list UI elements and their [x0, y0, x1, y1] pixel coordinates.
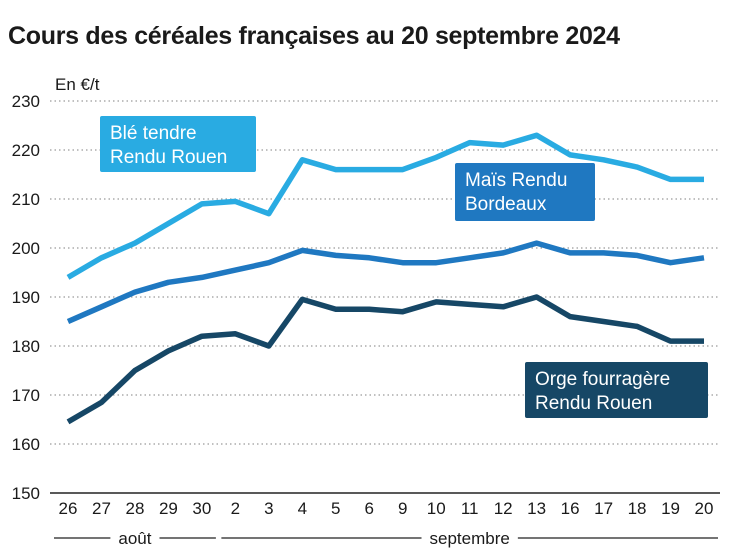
- series-label-box: [100, 116, 256, 172]
- x-tick-label: 26: [59, 499, 78, 518]
- series-line: [66, 132, 704, 280]
- x-tick-label: 10: [427, 499, 446, 518]
- x-tick-label: 3: [264, 499, 273, 518]
- series-label-text: Rendu Rouen: [535, 393, 652, 414]
- x-tick-label: 20: [695, 499, 714, 518]
- x-tick-label: 19: [661, 499, 680, 518]
- y-tick-label: 190: [12, 288, 40, 307]
- series-label-text: Rendu Rouen: [110, 147, 227, 168]
- y-tick-label: 160: [12, 435, 40, 454]
- x-tick-label: 13: [527, 499, 546, 518]
- series-lines: [66, 132, 705, 425]
- y-tick-label: 220: [12, 141, 40, 160]
- x-axis-groups: août septembre: [54, 529, 718, 548]
- x-tick-label: 29: [159, 499, 178, 518]
- series-labels: Blé tendre Rendu Rouen Maïs Rendu Bordeaux O…: [100, 116, 708, 418]
- y-tick-label: 230: [12, 92, 40, 111]
- x-tick-label: 18: [628, 499, 647, 518]
- x-tick-label: 28: [125, 499, 144, 518]
- x-tick-label: 9: [398, 499, 407, 518]
- x-tick-label: 17: [594, 499, 613, 518]
- y-tick-label: 180: [12, 337, 40, 356]
- x-tick-label: 2: [231, 499, 240, 518]
- y-axis-unit-label: En €/t: [55, 75, 100, 94]
- series-label-box: [525, 362, 708, 418]
- x-tick-label: 16: [561, 499, 580, 518]
- x-tick-label: 12: [494, 499, 513, 518]
- y-tick-label: 200: [12, 239, 40, 258]
- month-label: septembre: [430, 529, 510, 548]
- x-tick-label: 5: [331, 499, 340, 518]
- y-tick-label: 170: [12, 386, 40, 405]
- y-tick-label: 150: [12, 484, 40, 503]
- series-label-text: Orge fourragère: [535, 369, 670, 390]
- y-tick-label: 210: [12, 190, 40, 209]
- series-label-text: Blé tendre: [110, 123, 197, 144]
- y-axis: 150 160 170 180 190 200 210 220 230: [12, 92, 40, 503]
- series-line: [66, 294, 704, 425]
- x-tick-label: 27: [92, 499, 111, 518]
- series-label-text: Bordeaux: [465, 194, 547, 215]
- chart-title: Cours des céréales françaises au 20 sept…: [8, 22, 620, 50]
- series-label-text: Maïs Rendu: [465, 170, 567, 191]
- x-tick-label: 4: [298, 499, 307, 518]
- series-line: [66, 240, 705, 325]
- x-tick-label: 6: [365, 499, 374, 518]
- series-label-box: [455, 163, 595, 221]
- x-tick-label: 11: [461, 499, 479, 518]
- x-tick-label: 30: [192, 499, 211, 518]
- month-label: août: [118, 529, 151, 548]
- x-axis: 26 27 28 29 30 2 3 4 5 6 9 10 11 12 13 16 17 18 19 20: [59, 499, 714, 518]
